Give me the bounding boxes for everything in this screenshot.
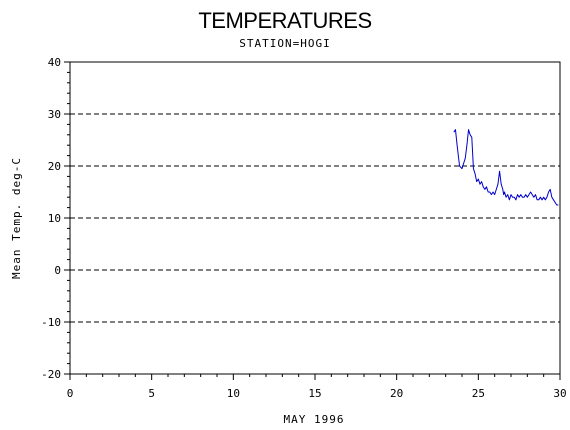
chart-subtitle: STATION=HOGI — [239, 37, 330, 50]
y-axis: -20 -10 0 10 20 30 40 — [41, 56, 70, 381]
chart-title: TEMPERATURES — [198, 8, 371, 33]
series-group — [453, 129, 559, 206]
y-tick-label: -20 — [41, 368, 61, 381]
x-tick-label: 0 — [67, 387, 74, 400]
y-tick-label: 40 — [48, 56, 61, 69]
x-tick-label: 25 — [472, 387, 485, 400]
x-tick-label: 10 — [227, 387, 240, 400]
x-tick-label: 15 — [308, 387, 321, 400]
y-tick-label: -10 — [41, 316, 61, 329]
x-axis-label: MAY 1996 — [284, 413, 345, 426]
y-tick-label: 10 — [48, 212, 61, 225]
minor-ticks — [67, 71, 545, 377]
y-tick-label: 30 — [48, 108, 61, 121]
y-axis-label: Mean Temp. deg-C — [10, 157, 23, 279]
y-tick-label: 0 — [54, 264, 61, 277]
x-tick-label: 20 — [390, 387, 403, 400]
x-tick-label: 5 — [148, 387, 155, 400]
x-tick-label: 30 — [553, 387, 566, 400]
x-axis: 0 5 10 15 20 25 30 — [67, 374, 567, 400]
grid-lines — [70, 61, 560, 375]
y-tick-label: 20 — [48, 160, 61, 173]
series-line — [453, 129, 559, 206]
